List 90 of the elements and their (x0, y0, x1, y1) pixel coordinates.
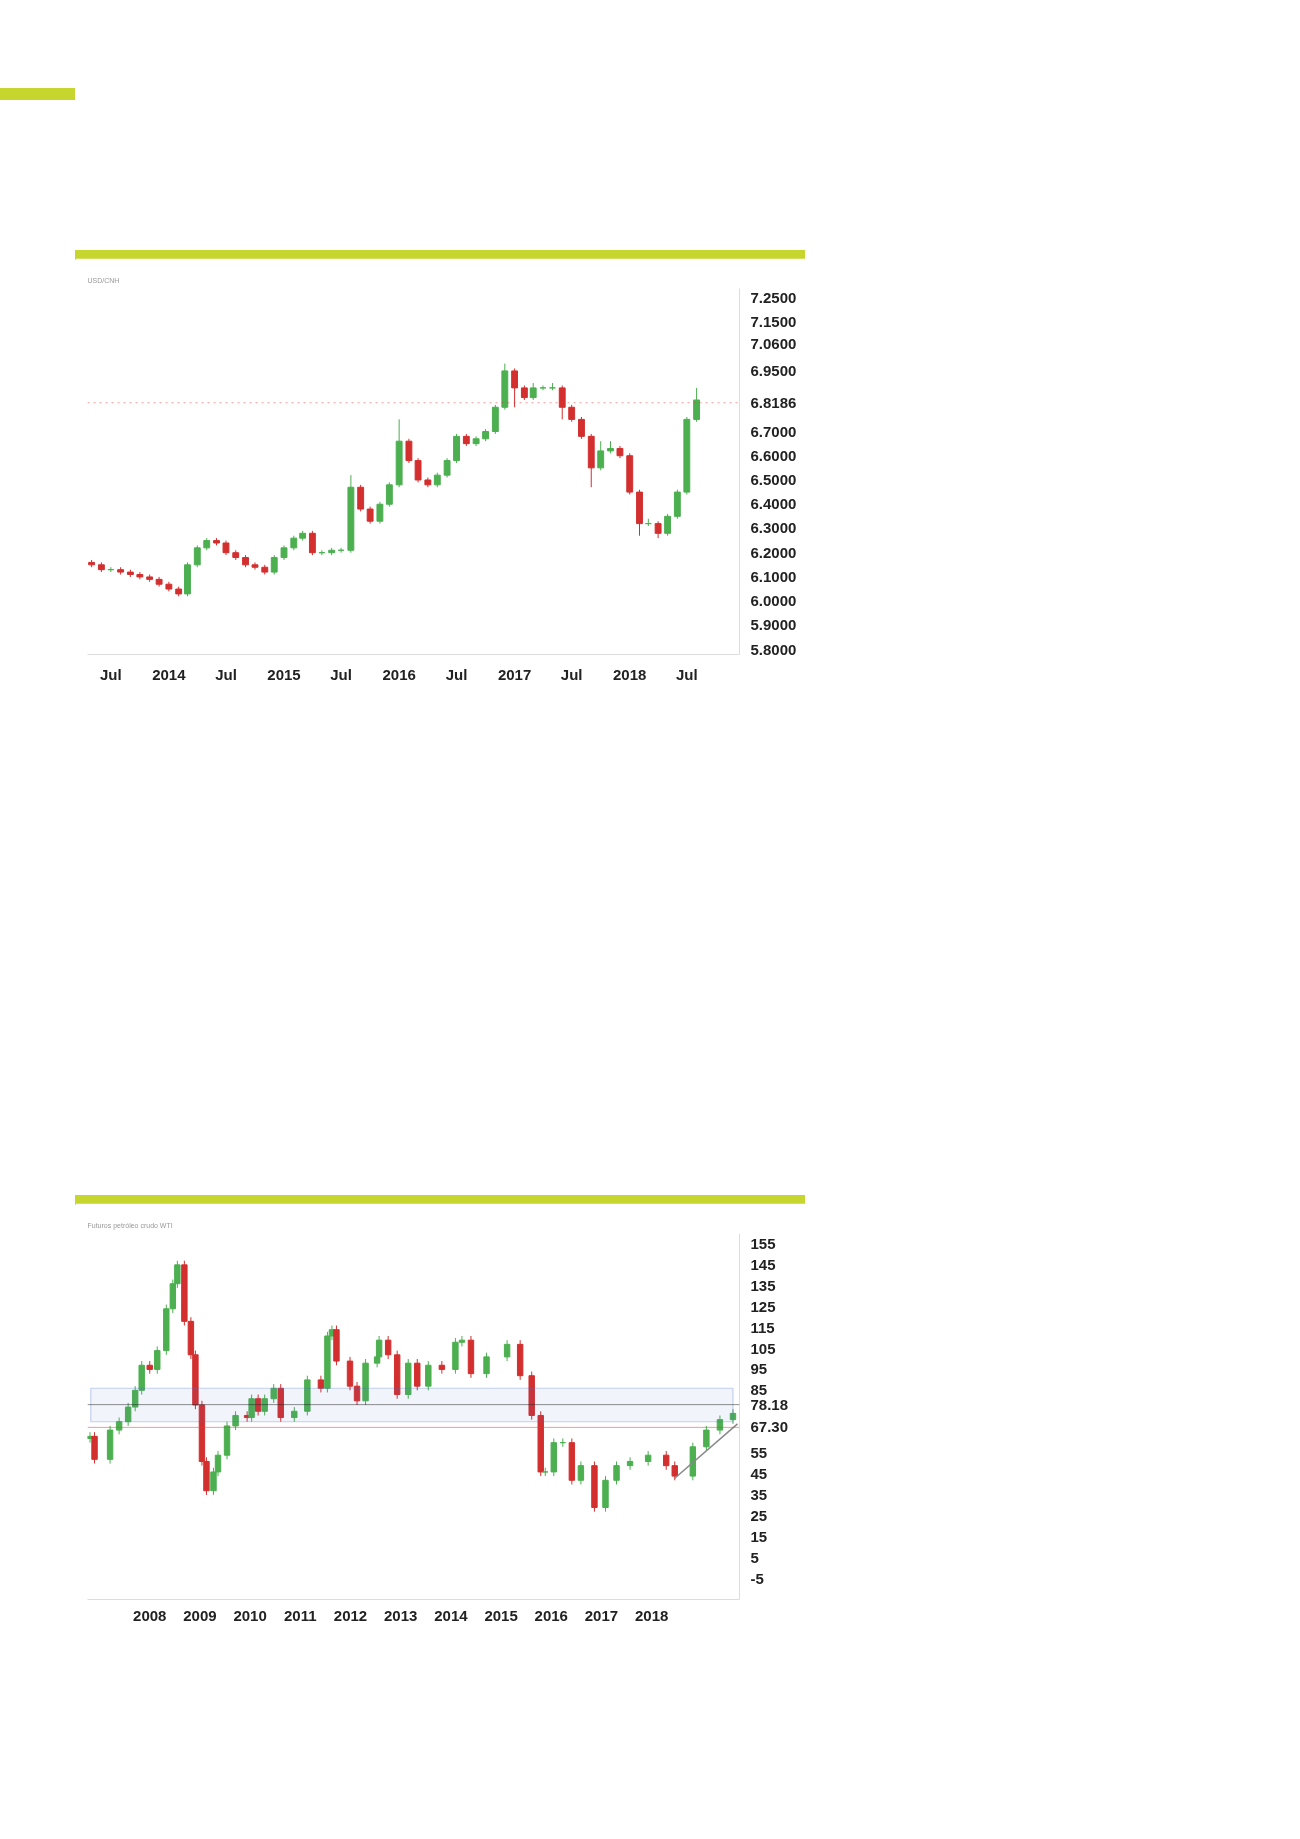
x-tick-label: 2016 (382, 665, 416, 683)
candlestick (270, 1383, 277, 1404)
y-tick-label: 6.0000 (750, 592, 797, 610)
candlestick (503, 1339, 511, 1362)
candlestick (91, 1431, 98, 1465)
y-tick-label: 95 (750, 1360, 768, 1378)
candlestick (254, 1394, 262, 1416)
y-tick-label: 25 (750, 1506, 768, 1524)
x-tick-label: 2012 (333, 1606, 368, 1624)
y-tick-label: 5.8000 (750, 640, 797, 658)
candlestick (483, 1352, 490, 1379)
y-tick-label: 135 (750, 1276, 776, 1294)
candlestick (414, 1358, 421, 1391)
y-tick-label: 6.7000 (750, 422, 797, 440)
candlestick (597, 440, 605, 471)
x-tick-label: 2015 (267, 665, 301, 683)
y-tick-label: 15 (750, 1527, 768, 1545)
y-tick-label: 145 (750, 1255, 776, 1273)
x-tick-label: 2015 (484, 1606, 518, 1624)
candlestick (251, 561, 259, 571)
candlestick (270, 554, 278, 576)
y-tick-label: 5.9000 (750, 616, 797, 634)
y-tick-label: 6.9500 (750, 361, 797, 379)
x-tick-label: 2013 (384, 1606, 418, 1624)
candlestick (308, 530, 316, 556)
candlestick (626, 1456, 634, 1471)
candlestick (232, 1410, 239, 1431)
x-tick-label: 2018 (613, 665, 647, 683)
y-tick-label: 7.0600 (750, 335, 797, 353)
y-tick-label: -5 (750, 1569, 764, 1587)
candlestick (558, 384, 566, 420)
candlestick (261, 1394, 268, 1416)
x-tick-label: 2017 (584, 1606, 619, 1624)
candlestick (385, 481, 393, 508)
y-tick-label: 115 (750, 1318, 775, 1336)
y-tick-label: 105 (750, 1339, 776, 1357)
candlestick (438, 1360, 446, 1375)
ref-line-label: 6.8186 (750, 393, 797, 411)
x-tick-label: Jul (330, 665, 352, 683)
y-tick-label: 6.2000 (750, 543, 797, 561)
y-tick-label: 55 (750, 1444, 768, 1462)
candlestick (613, 1460, 620, 1485)
candlestick (729, 1408, 737, 1425)
candlestick (671, 1460, 678, 1481)
y-tick-label: 45 (750, 1465, 768, 1483)
candlestick (357, 484, 365, 512)
x-tick-label: Jul (215, 665, 237, 683)
y-tick-label: 6.3000 (750, 519, 797, 537)
candlestick (716, 1414, 724, 1435)
candlestick (425, 1360, 432, 1391)
candlestick (511, 367, 519, 408)
y-tick-label: 35 (750, 1485, 768, 1503)
candlestick (693, 387, 701, 423)
x-tick-label: 2016 (534, 1606, 568, 1624)
y-tick-label: 6.5000 (750, 470, 797, 488)
x-tick-label: 2014 (434, 1606, 469, 1624)
y-tick-label: 125 (750, 1297, 776, 1315)
y-tick-label: 6.1000 (750, 567, 797, 585)
x-tick-label: 2018 (634, 1606, 669, 1624)
candlestick (193, 544, 201, 568)
candlestick (664, 513, 672, 537)
candlestick (577, 1460, 585, 1485)
y-tick-label: 5 (750, 1548, 759, 1566)
x-tick-label: 2017 (497, 665, 532, 683)
candlestick (384, 1335, 392, 1360)
x-tick-label: 2009 (183, 1606, 217, 1624)
y-tick-label: 7.1500 (750, 313, 797, 331)
candlestick (578, 416, 585, 440)
x-tick-label: Jul (675, 665, 698, 683)
y-tick-label: 155 (750, 1234, 776, 1252)
candlestick (663, 1450, 670, 1471)
candlestick (154, 1345, 161, 1375)
candlestick (703, 1425, 710, 1452)
candlestick (376, 501, 384, 525)
x-tick-label: 2008 (133, 1606, 167, 1624)
candlestick (414, 457, 422, 483)
x-tick-label: 2014 (152, 665, 187, 683)
y-tick-label: 6.6000 (750, 446, 797, 464)
x-tick-label: Jul (445, 665, 468, 683)
x-tick-label: 2010 (233, 1606, 267, 1624)
candlestick (644, 1450, 652, 1467)
candlestick (539, 384, 547, 391)
x-tick-label: 2011 (284, 1606, 317, 1624)
ref-line-label: 67.30 (750, 1418, 789, 1436)
x-tick-label: Jul (100, 665, 122, 683)
y-tick-label: 7.2500 (750, 289, 797, 307)
y-tick-label: 6.4000 (750, 495, 797, 513)
candlestick (405, 438, 413, 464)
x-tick-label: Jul (560, 665, 583, 683)
candlestick (443, 457, 451, 479)
